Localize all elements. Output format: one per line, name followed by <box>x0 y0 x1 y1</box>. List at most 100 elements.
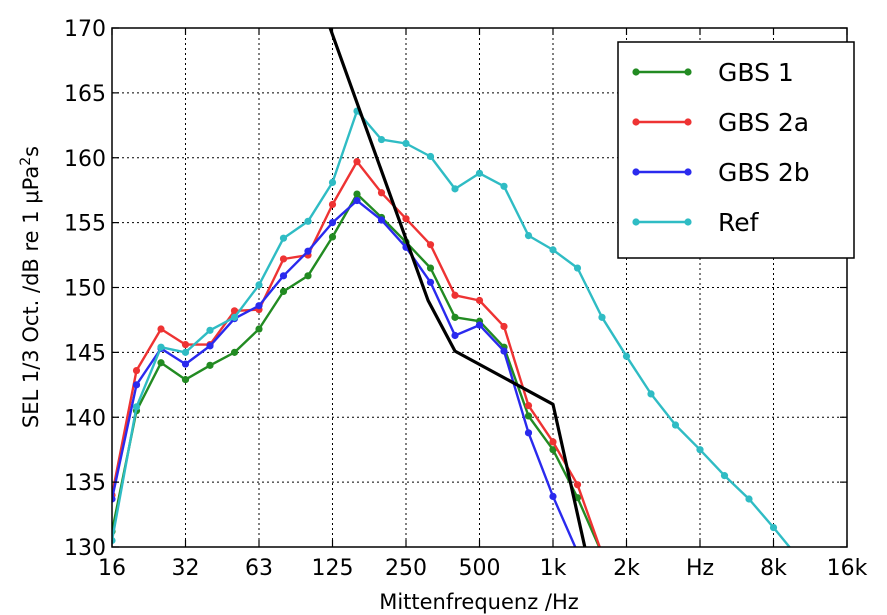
data-point-gbs-1 <box>598 550 605 557</box>
data-point-ref <box>696 446 704 454</box>
x-tick-label: 32 <box>172 556 200 581</box>
x-tick-label: 16k <box>827 556 868 581</box>
data-point-gbs-2b <box>304 247 312 255</box>
x-tick-label: 2k <box>613 556 640 581</box>
data-point-ref <box>500 182 508 190</box>
legend-marker <box>684 68 692 76</box>
data-point-gbs-2b <box>132 381 141 389</box>
data-point-gbs-2a <box>328 200 337 209</box>
data-point-ref <box>328 178 337 187</box>
data-point-gbs-1 <box>549 446 557 454</box>
data-point-gbs-2b <box>549 492 557 500</box>
x-tick-label: Hz <box>686 556 714 581</box>
y-tick-label: 170 <box>64 17 106 42</box>
data-point-gbs-2b <box>181 360 190 368</box>
data-point-gbs-2b <box>279 272 288 280</box>
x-tick-label: 125 <box>312 556 354 581</box>
data-point-gbs-2b <box>500 347 508 355</box>
data-point-gbs-2b <box>451 331 459 340</box>
data-point-ref <box>206 326 214 334</box>
legend-label: GBS 2b <box>718 158 810 187</box>
legend-label: Ref <box>718 208 760 237</box>
data-point-gbs-1 <box>181 376 190 384</box>
data-point-ref <box>671 421 680 429</box>
y-tick-label: 150 <box>64 277 106 302</box>
data-point-gbs-2a <box>549 438 557 446</box>
series-layer <box>112 28 792 557</box>
data-point-ref <box>769 523 778 532</box>
data-point-gbs-2a <box>573 481 582 489</box>
data-point-gbs-2a <box>181 340 190 349</box>
series-line-gbs-2b <box>112 199 577 547</box>
y-axis-label: SEL 1/3 Oct. /dB re 1 μPa2s <box>18 146 43 428</box>
data-point-ref <box>230 313 239 321</box>
data-point-ref <box>255 281 263 289</box>
data-point-ref <box>720 472 729 480</box>
data-point-ref <box>426 152 435 161</box>
data-point-gbs-1 <box>426 264 435 272</box>
data-point-gbs-2b <box>353 196 361 205</box>
data-point-ref <box>279 234 288 242</box>
y-tick-label: 155 <box>64 212 106 237</box>
data-point-gbs-2b <box>328 219 337 227</box>
data-point-ref <box>598 313 606 321</box>
legend-marker <box>632 168 640 176</box>
legend-label: GBS 2a <box>718 108 809 137</box>
data-point-gbs-2b <box>475 321 484 329</box>
legend-marker <box>632 68 640 76</box>
x-tick-label: 250 <box>385 556 427 581</box>
data-point-gbs-2b <box>206 342 214 350</box>
data-point-gbs-1 <box>230 348 239 356</box>
data-point-ref <box>451 185 459 193</box>
data-point-ref <box>475 169 484 177</box>
data-point-ref <box>524 232 533 240</box>
data-point-gbs-2b <box>255 302 263 310</box>
x-axis-label: Mittenfrequenz /Hz <box>379 590 579 614</box>
data-point-ref <box>377 135 386 144</box>
data-point-gbs-1 <box>255 325 263 333</box>
data-point-gbs-1 <box>451 313 459 321</box>
data-point-gbs-1 <box>524 412 533 420</box>
y-axis-label-tail: s <box>19 146 43 157</box>
x-tick-label: 1k <box>540 556 567 581</box>
data-point-gbs-2b <box>426 278 435 286</box>
ticks: 130 135 140 145 150 155 160 165 170 16 32 63 125 250 5… <box>64 17 868 581</box>
series-line-unlabeled <box>328 28 587 547</box>
data-point-gbs-2b <box>112 495 116 503</box>
data-point-gbs-2a <box>230 307 239 315</box>
data-point-gbs-2a <box>598 550 605 557</box>
data-point-gbs-2b <box>524 429 533 437</box>
data-point-gbs-1 <box>304 272 312 280</box>
data-point-gbs-1 <box>353 190 361 198</box>
data-point-gbs-2a <box>524 401 533 410</box>
data-point-ref <box>402 139 410 148</box>
data-point-ref <box>112 536 116 545</box>
data-point-gbs-2a <box>500 322 508 331</box>
y-tick-label: 160 <box>64 147 106 172</box>
legend: GBS 1 GBS 2a GBS 2b Ref <box>617 41 855 259</box>
data-point-gbs-2a <box>279 255 288 263</box>
data-point-gbs-2a <box>353 158 361 166</box>
data-point-gbs-1 <box>206 361 214 369</box>
legend-label: GBS 1 <box>718 58 794 87</box>
y-axis-label-main: SEL 1/3 Oct. /dB re 1 μPa <box>19 166 43 428</box>
x-tick-label: 500 <box>459 556 501 581</box>
legend-marker <box>632 118 640 126</box>
legend-marker <box>684 168 692 176</box>
data-point-ref <box>573 264 582 272</box>
data-point-gbs-2a <box>157 325 165 333</box>
data-point-ref <box>745 495 753 503</box>
y-axis-label-superscript: 2 <box>18 157 34 166</box>
data-point-gbs-1 <box>328 233 337 241</box>
data-point-ref <box>132 403 141 411</box>
data-point-gbs-2a <box>377 189 386 197</box>
y-tick-label: 135 <box>64 471 106 496</box>
legend-marker <box>684 218 692 226</box>
data-point-gbs-2b <box>377 216 386 224</box>
data-point-gbs-2a <box>426 241 435 249</box>
y-tick-label: 165 <box>64 82 106 107</box>
data-point-ref <box>622 352 631 360</box>
data-point-ref <box>549 246 557 254</box>
x-tick-label: 8k <box>760 556 787 581</box>
